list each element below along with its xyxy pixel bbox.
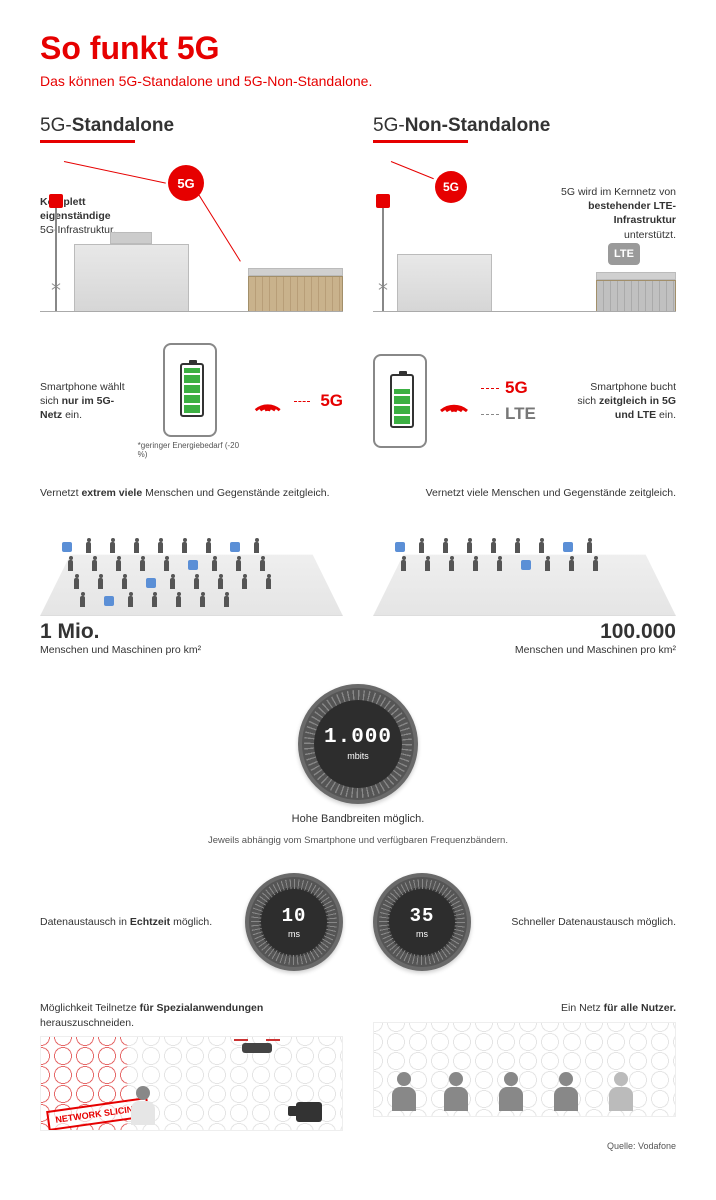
density-row-nonstandalone: Vernetzt viele Menschen und Gegenstände … <box>373 486 676 658</box>
battery-fill <box>184 368 200 413</box>
gauge-bandwidth: 1.000 mbits <box>298 684 418 804</box>
smartphone-icon <box>373 354 427 448</box>
user-icon <box>554 1072 578 1112</box>
stat-100k: 100.000 <box>373 620 676 644</box>
user-icon <box>609 1072 633 1112</box>
col-heading-nonstandalone: 5G-Non-Standalone <box>373 115 676 137</box>
crowd-dense <box>40 506 343 616</box>
phone-row-standalone: Smartphone wählt sich nur im 5G-Netz ein… <box>40 336 343 466</box>
user-icon <box>392 1072 416 1112</box>
network-slicing-panel: Möglichkeit Teilnetze für Spezialanwendu… <box>40 1001 343 1130</box>
col-heading-standalone: 5G-Standalone <box>40 115 343 137</box>
label-5g: 5G <box>505 378 528 398</box>
drone-icon <box>242 1043 272 1053</box>
page-title: So funkt 5G <box>40 30 676 67</box>
infra-diagram-nonstandalone: 5G wird im Kernnetz von bestehender LTE-… <box>373 157 676 312</box>
user-icon <box>499 1072 523 1112</box>
smartphone-icon <box>163 343 217 437</box>
cell-tower-icon <box>375 202 391 312</box>
cell-tower-icon <box>48 202 64 312</box>
density-row-standalone: Vernetzt extrem viele Menschen und Gegen… <box>40 486 343 658</box>
heading-underline <box>40 140 135 143</box>
signal-icon <box>437 387 471 415</box>
building-icon <box>74 244 189 312</box>
crowd-sparse <box>373 506 676 616</box>
label-5g: 5G <box>320 391 343 411</box>
doctor-icon <box>131 1086 155 1126</box>
latency-gauge-row: Datenaustausch in Echtzeit möglich. 10ms… <box>40 873 676 971</box>
gauge-latency-nonstandalone: 35ms <box>373 873 471 971</box>
user-icon <box>444 1072 468 1112</box>
badge-5g: 5G <box>435 171 467 203</box>
warehouse-icon <box>248 276 343 312</box>
all-users-panel: Ein Netz für alle Nutzer. <box>373 1001 676 1130</box>
battery-fill <box>394 389 410 424</box>
warehouse-icon <box>596 280 676 312</box>
source-attribution: Quelle: Vodafone <box>40 1141 676 1151</box>
stat-1mio: 1 Mio. <box>40 620 343 644</box>
infra-diagram-standalone: Komplett eigenständige 5G-Infrastruktur.… <box>40 157 343 312</box>
badge-lte: LTE <box>608 243 640 265</box>
page-subtitle: Das können 5G-Standalone und 5G-Non-Stan… <box>40 73 676 89</box>
phone-row-nonstandalone: 5G LTE Smartphone bucht sich zeitgleich … <box>373 336 676 466</box>
bandwidth-gauge-row: 1.000 mbits Hohe Bandbreiten möglich. Je… <box>40 684 676 848</box>
building-icon <box>397 254 492 312</box>
gauge-latency-standalone: 10ms <box>245 873 343 971</box>
heading-underline <box>373 140 468 143</box>
camera-icon <box>296 1102 322 1122</box>
label-lte: LTE <box>505 404 536 424</box>
signal-icon <box>252 387 283 415</box>
energy-note: *geringer Energiebedarf (-20 %) <box>138 441 243 459</box>
